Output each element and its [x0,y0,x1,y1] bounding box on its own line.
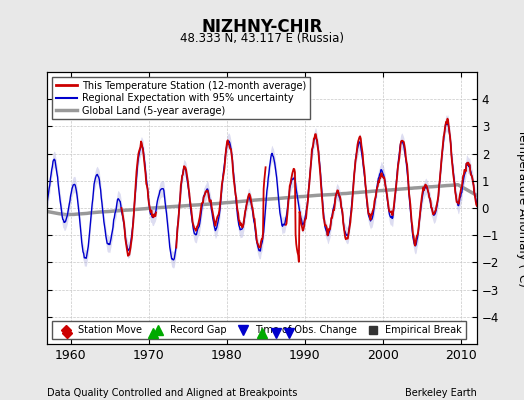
Text: Berkeley Earth: Berkeley Earth [405,388,477,398]
Text: 48.333 N, 43.117 E (Russia): 48.333 N, 43.117 E (Russia) [180,32,344,45]
Legend: Station Move, Record Gap, Time of Obs. Change, Empirical Break: Station Move, Record Gap, Time of Obs. C… [52,321,466,339]
Text: Data Quality Controlled and Aligned at Breakpoints: Data Quality Controlled and Aligned at B… [47,388,298,398]
Text: NIZHNY-CHIR: NIZHNY-CHIR [201,18,323,36]
Y-axis label: Temperature Anomaly (°C): Temperature Anomaly (°C) [516,129,524,287]
